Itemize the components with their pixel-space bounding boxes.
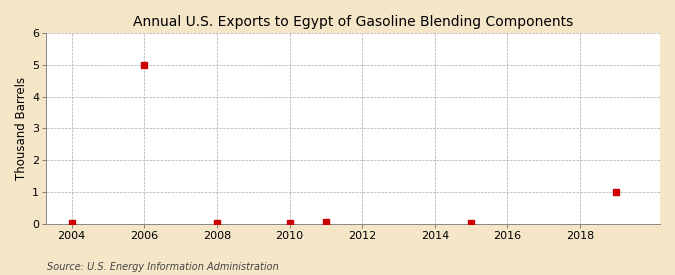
Text: Source: U.S. Energy Information Administration: Source: U.S. Energy Information Administ… <box>47 262 279 272</box>
Title: Annual U.S. Exports to Egypt of Gasoline Blending Components: Annual U.S. Exports to Egypt of Gasoline… <box>133 15 573 29</box>
Y-axis label: Thousand Barrels: Thousand Barrels <box>15 77 28 180</box>
